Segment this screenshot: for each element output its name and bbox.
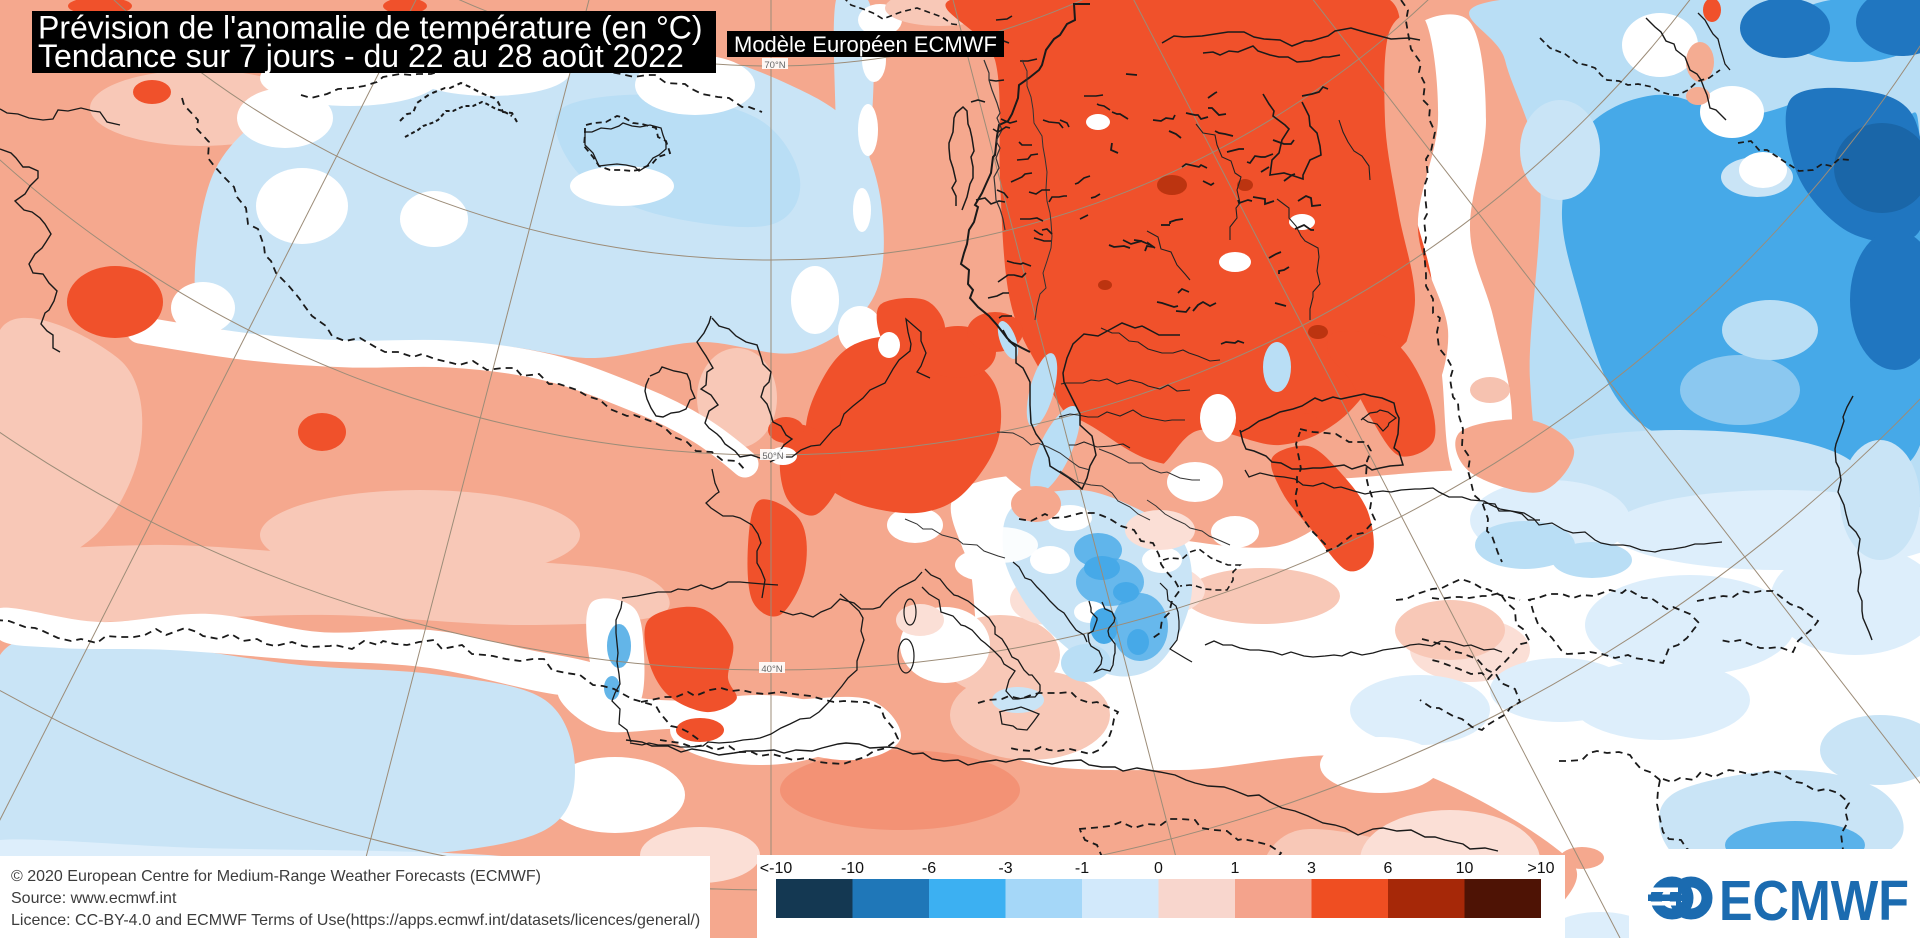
svg-text:<-10: <-10	[760, 860, 793, 877]
svg-text:6: 6	[1384, 860, 1393, 877]
svg-text:1: 1	[1231, 860, 1240, 877]
svg-text:10: 10	[1456, 860, 1474, 877]
svg-text:40°N: 40°N	[761, 664, 782, 675]
svg-text:-6: -6	[922, 860, 936, 877]
svg-text:© 2020 European Centre for Med: © 2020 European Centre for Medium-Range …	[11, 868, 541, 885]
svg-text:50°N: 50°N	[762, 451, 783, 462]
svg-text:0: 0	[1154, 860, 1163, 877]
svg-text:-1: -1	[1075, 860, 1089, 877]
svg-text:-10: -10	[841, 860, 864, 877]
svg-text:Tendance sur 7 jours - du 22 a: Tendance sur 7 jours - du 22 au 28 août …	[38, 38, 684, 74]
svg-text:Licence: CC-BY-4.0 and ECMWF T: Licence: CC-BY-4.0 and ECMWF Terms of Us…	[11, 912, 700, 929]
svg-text:Source: www.ecmwf.int: Source: www.ecmwf.int	[11, 890, 177, 907]
svg-text:3: 3	[1307, 860, 1316, 877]
svg-text:Prévision de l'anomalie de tem: Prévision de l'anomalie de température (…	[38, 10, 703, 46]
svg-text:70°N: 70°N	[764, 60, 785, 71]
svg-text:ECMWF: ECMWF	[1719, 869, 1909, 933]
svg-text:Modèle Européen ECMWF: Modèle Européen ECMWF	[734, 32, 997, 57]
svg-text:-3: -3	[998, 860, 1012, 877]
svg-text:>10: >10	[1527, 860, 1554, 877]
